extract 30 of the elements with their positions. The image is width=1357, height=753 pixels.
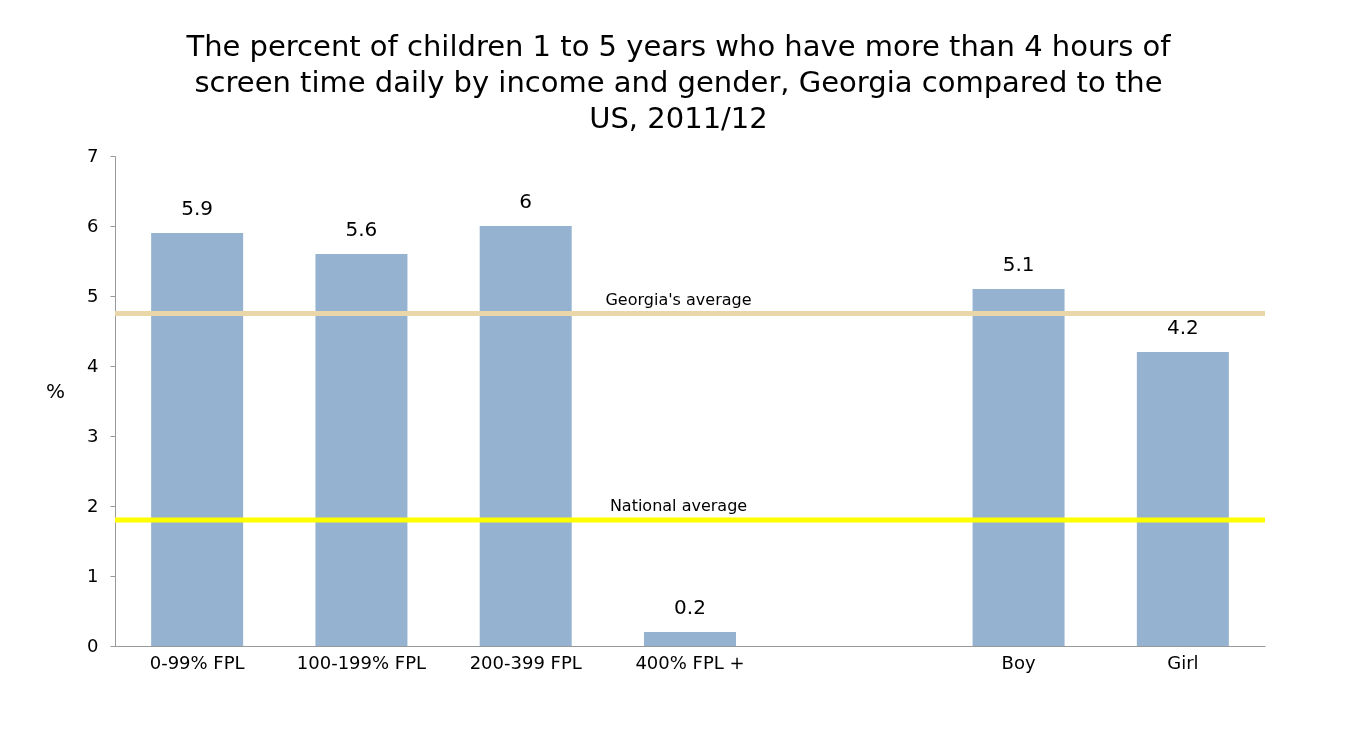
ref-line-label: National average <box>609 496 748 515</box>
data-label: 0.2 <box>674 595 706 619</box>
x-tick-label: 400% FPL + <box>635 651 745 673</box>
data-label: 5.9 <box>181 196 214 220</box>
data-label: 6 <box>519 189 533 213</box>
y-tick-label: 6 <box>87 214 99 236</box>
chart-title: The percent of children 1 to 5 years who have more than 4 hours of screen time daily by income and gender, Georgia compared to the US, 2011/12 <box>185 28 1172 136</box>
data-label: 5.1 <box>1002 252 1035 276</box>
y-tick-label: 7 <box>87 144 99 166</box>
data-label: 4.2 <box>1166 315 1199 339</box>
y-tick-label: 1 <box>87 564 99 586</box>
x-tick-label: 100-199% FPL <box>296 651 427 673</box>
y-tick-label: 4 <box>87 354 99 376</box>
x-tick-label: 200-399 FPL <box>469 651 582 673</box>
y-tick-label: 0 <box>87 634 99 656</box>
bar <box>315 254 408 646</box>
ref-line-label: Georgia's average <box>605 289 752 309</box>
data-label: 5.6 <box>345 217 378 241</box>
y-tick-label: 5 <box>87 284 99 306</box>
x-tick-label: Boy <box>1001 651 1036 673</box>
y-tick-label: 2 <box>87 494 99 516</box>
bar <box>151 233 244 646</box>
y-tick-label: 3 <box>87 424 99 446</box>
bar <box>479 226 572 646</box>
x-tick-label: 0-99% FPL <box>149 651 245 673</box>
x-tick-label: Girl <box>1167 651 1199 673</box>
bar <box>972 289 1065 646</box>
y-axis-title: % <box>45 378 66 403</box>
bar <box>1136 352 1229 646</box>
bar <box>644 632 736 646</box>
